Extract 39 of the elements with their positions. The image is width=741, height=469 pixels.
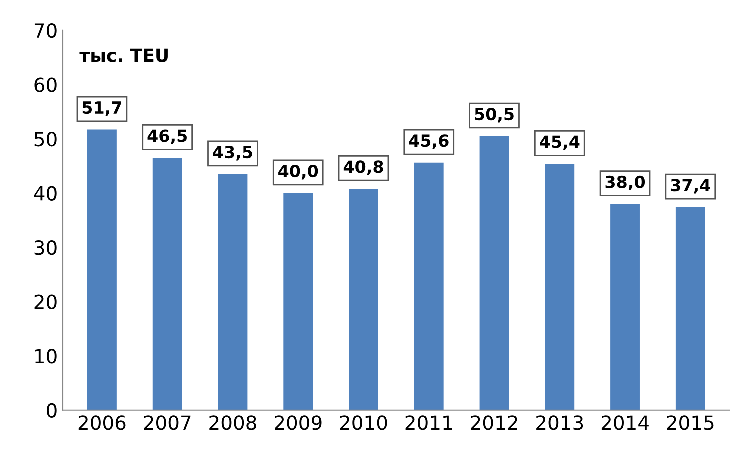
data-label: 45,4 bbox=[540, 136, 580, 150]
x-tick-label: 2014 bbox=[602, 416, 649, 430]
bar bbox=[349, 188, 378, 410]
data-label: 43,5 bbox=[213, 146, 252, 161]
y-tick-label: 60 bbox=[34, 78, 57, 92]
data-label: 45,6 bbox=[409, 134, 449, 150]
bar bbox=[610, 204, 640, 410]
x-tick-label: 2011 bbox=[406, 416, 452, 430]
y-tick-label: 0 bbox=[47, 403, 57, 418]
bar bbox=[88, 130, 117, 410]
data-label: 50,5 bbox=[475, 108, 514, 123]
x-tick-label: 2013 bbox=[536, 416, 584, 430]
x-tick-label: 2012 bbox=[471, 416, 518, 430]
data-label: 40,0 bbox=[278, 164, 318, 180]
bar bbox=[414, 162, 444, 410]
bar bbox=[480, 136, 510, 410]
bar bbox=[284, 193, 314, 410]
data-label: 40,8 bbox=[344, 160, 384, 176]
y-tick-label: 20 bbox=[34, 294, 57, 310]
y-tick-label: 70 bbox=[34, 23, 57, 38]
data-label: 37,4 bbox=[671, 179, 710, 194]
y-tick-label: 30 bbox=[34, 240, 57, 256]
bar bbox=[676, 207, 706, 410]
y-tick-label: 10 bbox=[36, 349, 57, 364]
y-tick-label: 40 bbox=[34, 186, 57, 201]
data-label: 46,5 bbox=[148, 130, 187, 144]
x-tick-label: 2010 bbox=[340, 416, 388, 430]
y-tick-label: 50 bbox=[34, 132, 57, 147]
x-tick-label: 2006 bbox=[78, 416, 126, 430]
x-tick-label: 2015 bbox=[667, 416, 714, 430]
bar bbox=[152, 158, 182, 410]
y-axis-title: тыс. TEU bbox=[80, 48, 168, 62]
data-label: 38,0 bbox=[606, 176, 646, 191]
x-tick-label: 2009 bbox=[275, 416, 322, 430]
x-tick-label: 2007 bbox=[144, 416, 191, 430]
bar bbox=[545, 164, 575, 410]
x-tick-label: 2008 bbox=[210, 416, 256, 430]
bar bbox=[218, 174, 248, 410]
data-label: 51,7 bbox=[82, 102, 122, 116]
